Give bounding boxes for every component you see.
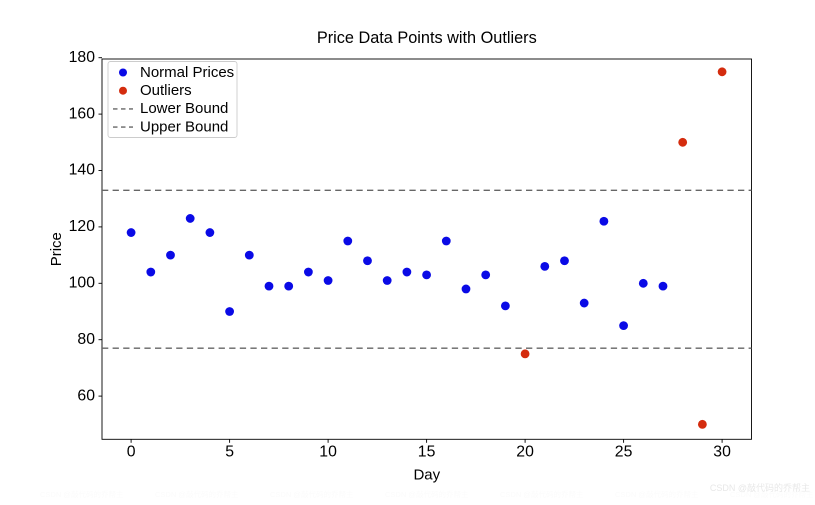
svg-text:CSDN @敲代码的乔帮主: CSDN @敲代码的乔帮主: [40, 489, 124, 499]
svg-text:180: 180: [69, 49, 96, 66]
svg-text:CSDN @敲代码的乔帮主: CSDN @敲代码的乔帮主: [710, 482, 810, 493]
svg-text:CSDN @敲代码的乔帮主: CSDN @敲代码的乔帮主: [270, 489, 354, 499]
svg-text:5: 5: [225, 443, 234, 460]
svg-text:15: 15: [418, 443, 436, 460]
svg-text:20: 20: [516, 443, 534, 460]
svg-text:Price Data Points with Outlier: Price Data Points with Outliers: [317, 29, 537, 47]
svg-text:CSDN @敲代码的乔帮主: CSDN @敲代码的乔帮主: [615, 489, 699, 499]
svg-text:Day: Day: [413, 466, 440, 483]
svg-text:CSDN @敲代码的乔帮主: CSDN @敲代码的乔帮主: [500, 489, 584, 499]
svg-text:60: 60: [77, 387, 95, 404]
svg-text:100: 100: [69, 275, 96, 292]
svg-text:Outliers: Outliers: [140, 82, 192, 99]
svg-text:CSDN @敲代码的乔帮主: CSDN @敲代码的乔帮主: [385, 489, 469, 499]
svg-text:10: 10: [319, 443, 337, 460]
svg-text:120: 120: [69, 218, 96, 235]
svg-text:25: 25: [615, 443, 633, 460]
svg-text:30: 30: [713, 443, 731, 460]
svg-text:0: 0: [127, 443, 136, 460]
svg-text:160: 160: [69, 105, 96, 122]
svg-text:CSDN @敲代码的乔帮主: CSDN @敲代码的乔帮主: [155, 489, 239, 499]
svg-text:140: 140: [69, 162, 96, 179]
svg-text:Lower Bound: Lower Bound: [140, 100, 228, 117]
svg-text:Upper Bound: Upper Bound: [140, 118, 228, 135]
svg-text:80: 80: [77, 331, 95, 348]
svg-text:Price: Price: [48, 232, 65, 266]
svg-text:Normal Prices: Normal Prices: [140, 64, 234, 81]
